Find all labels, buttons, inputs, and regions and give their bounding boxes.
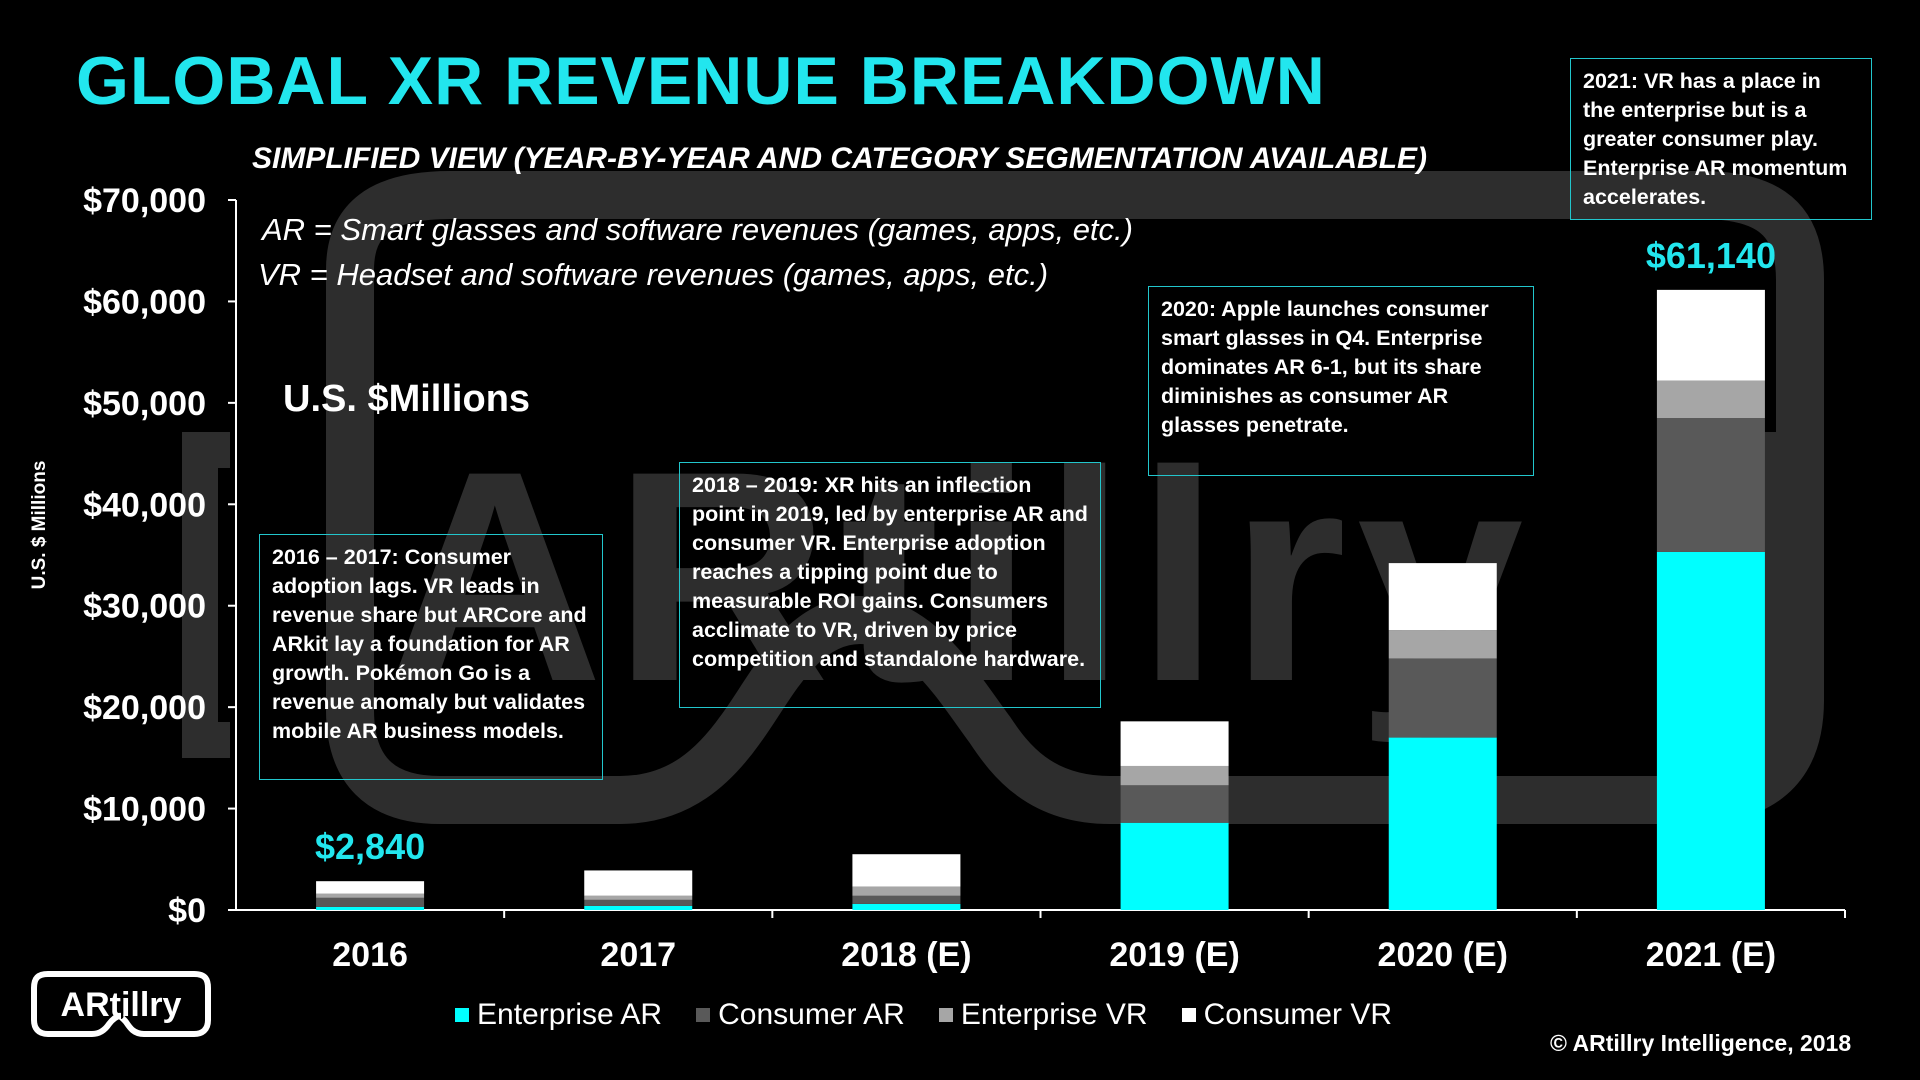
ar-definition: AR = Smart glasses and software revenues… [262, 212, 1133, 247]
chart-legend: Enterprise AR Consumer AR Enterprise VR … [455, 998, 1392, 1032]
bar-segment-enterprise-ar [316, 906, 425, 910]
note-2016-2017: 2016 – 2017: Consumer adoption lags. VR … [259, 534, 603, 780]
x-tick-label: 2019 (E) [1109, 936, 1239, 974]
bar-segment-enterprise-vr [852, 886, 961, 896]
bar-segment-enterprise-ar [1120, 822, 1229, 910]
bar-segment-consumer-vr [1656, 289, 1765, 381]
legend-swatch [1181, 1008, 1196, 1022]
bar-segment-consumer-ar [1656, 418, 1765, 552]
x-tick-label: 2017 [600, 936, 676, 974]
x-tick-label: 2021 (E) [1646, 936, 1776, 974]
legend-item-consumer-vr: Consumer VR [1181, 998, 1392, 1032]
note-2020: 2020: Apple launches consumer smart glas… [1148, 286, 1534, 476]
bar-segment-consumer-vr [852, 854, 961, 887]
watermark-text: ARtillry [387, 408, 1534, 746]
bar-segment-consumer-vr [1120, 721, 1229, 766]
y-tick-label: $70,000 [83, 182, 206, 220]
bar-segment-consumer-vr [1388, 563, 1497, 631]
x-tick-label: 2020 (E) [1378, 936, 1508, 974]
vr-definition: VR = Headset and software revenues (game… [258, 257, 1049, 292]
bar-segment-consumer-ar [852, 895, 961, 904]
legend-swatch [696, 1008, 711, 1022]
y-tick-label: $40,000 [83, 486, 206, 524]
bar-segment-enterprise-ar [584, 905, 693, 910]
logo-text: ARtillry [61, 986, 182, 1024]
legend-swatch [455, 1008, 469, 1022]
x-tick-label: 2016 [332, 936, 408, 974]
watermark-outline [326, 171, 1824, 824]
note-2018-2019: 2018 – 2019: XR hits an inflection point… [679, 462, 1101, 708]
y-axis-ticks: $0 $10,000 $20,000 $30,000 $40,000 $50,000 $60… [83, 182, 236, 930]
total-value-label: $61,140 [1646, 235, 1776, 276]
bar-segment-consumer-ar [1388, 658, 1497, 738]
bar-segment-consumer-ar [584, 899, 693, 906]
bar-series [316, 289, 1765, 910]
y-tick-label: $0 [168, 892, 206, 930]
bar-segment-enterprise-vr [1656, 380, 1765, 419]
bar-segment-consumer-ar [1120, 785, 1229, 823]
watermark-brackets [182, 432, 1798, 758]
bar-segment-enterprise-ar [1388, 737, 1497, 910]
bar-segment-consumer-vr [584, 870, 693, 896]
y-tick-label: $30,000 [83, 588, 206, 626]
bar-segment-enterprise-vr [1120, 765, 1229, 786]
bar-segment-enterprise-ar [1656, 551, 1765, 910]
page-title: GLOBAL XR REVENUE BREAKDOWN [76, 43, 1326, 119]
y-tick-label: $10,000 [83, 791, 206, 829]
y-tick-label: $20,000 [83, 689, 206, 727]
page-subtitle: SIMPLIFIED VIEW (YEAR-BY-YEAR AND CATEGO… [252, 142, 1428, 175]
legend-item-enterprise-ar: Enterprise AR [455, 998, 662, 1032]
legend-item-consumer-ar: Consumer AR [696, 998, 905, 1032]
x-axis-ticks: 2016 2017 2018 (E) 2019 (E) 2020 (E) 2021 (E) [332, 910, 1846, 974]
copyright: © ARtillry Intelligence, 2018 [1550, 1030, 1852, 1056]
total-labels: $2,840 $61,140 [315, 235, 1776, 867]
note-2021: 2021: VR has a place in the enterprise b… [1570, 58, 1872, 220]
legend-item-enterprise-vr: Enterprise VR [938, 998, 1148, 1032]
bar-segment-enterprise-ar [852, 903, 961, 910]
bar-segment-enterprise-vr [1388, 630, 1497, 659]
legend-label: Enterprise VR [960, 998, 1148, 1031]
y-tick-label: $60,000 [83, 283, 206, 321]
y-tick-label: $50,000 [83, 385, 206, 423]
logo-outline [31, 971, 211, 1037]
legend-label: Consumer AR [718, 998, 905, 1031]
y-axis-label: U.S. $ Millions [29, 460, 50, 590]
legend-label: Enterprise AR [477, 998, 663, 1031]
units-label: U.S. $Millions [283, 378, 531, 420]
total-value-label: $2,840 [315, 826, 425, 867]
bar-segment-enterprise-vr [584, 895, 693, 900]
legend-swatch [938, 1008, 953, 1022]
artillry-logo: ARtillry [31, 971, 211, 1037]
artillry-watermark: ARtillry [182, 171, 1824, 824]
x-tick-label: 2018 (E) [841, 936, 971, 974]
bar-segment-consumer-ar [316, 897, 425, 907]
bar-segment-enterprise-vr [316, 893, 425, 898]
bar-segment-consumer-vr [316, 881, 425, 894]
legend-label: Consumer VR [1203, 998, 1392, 1031]
